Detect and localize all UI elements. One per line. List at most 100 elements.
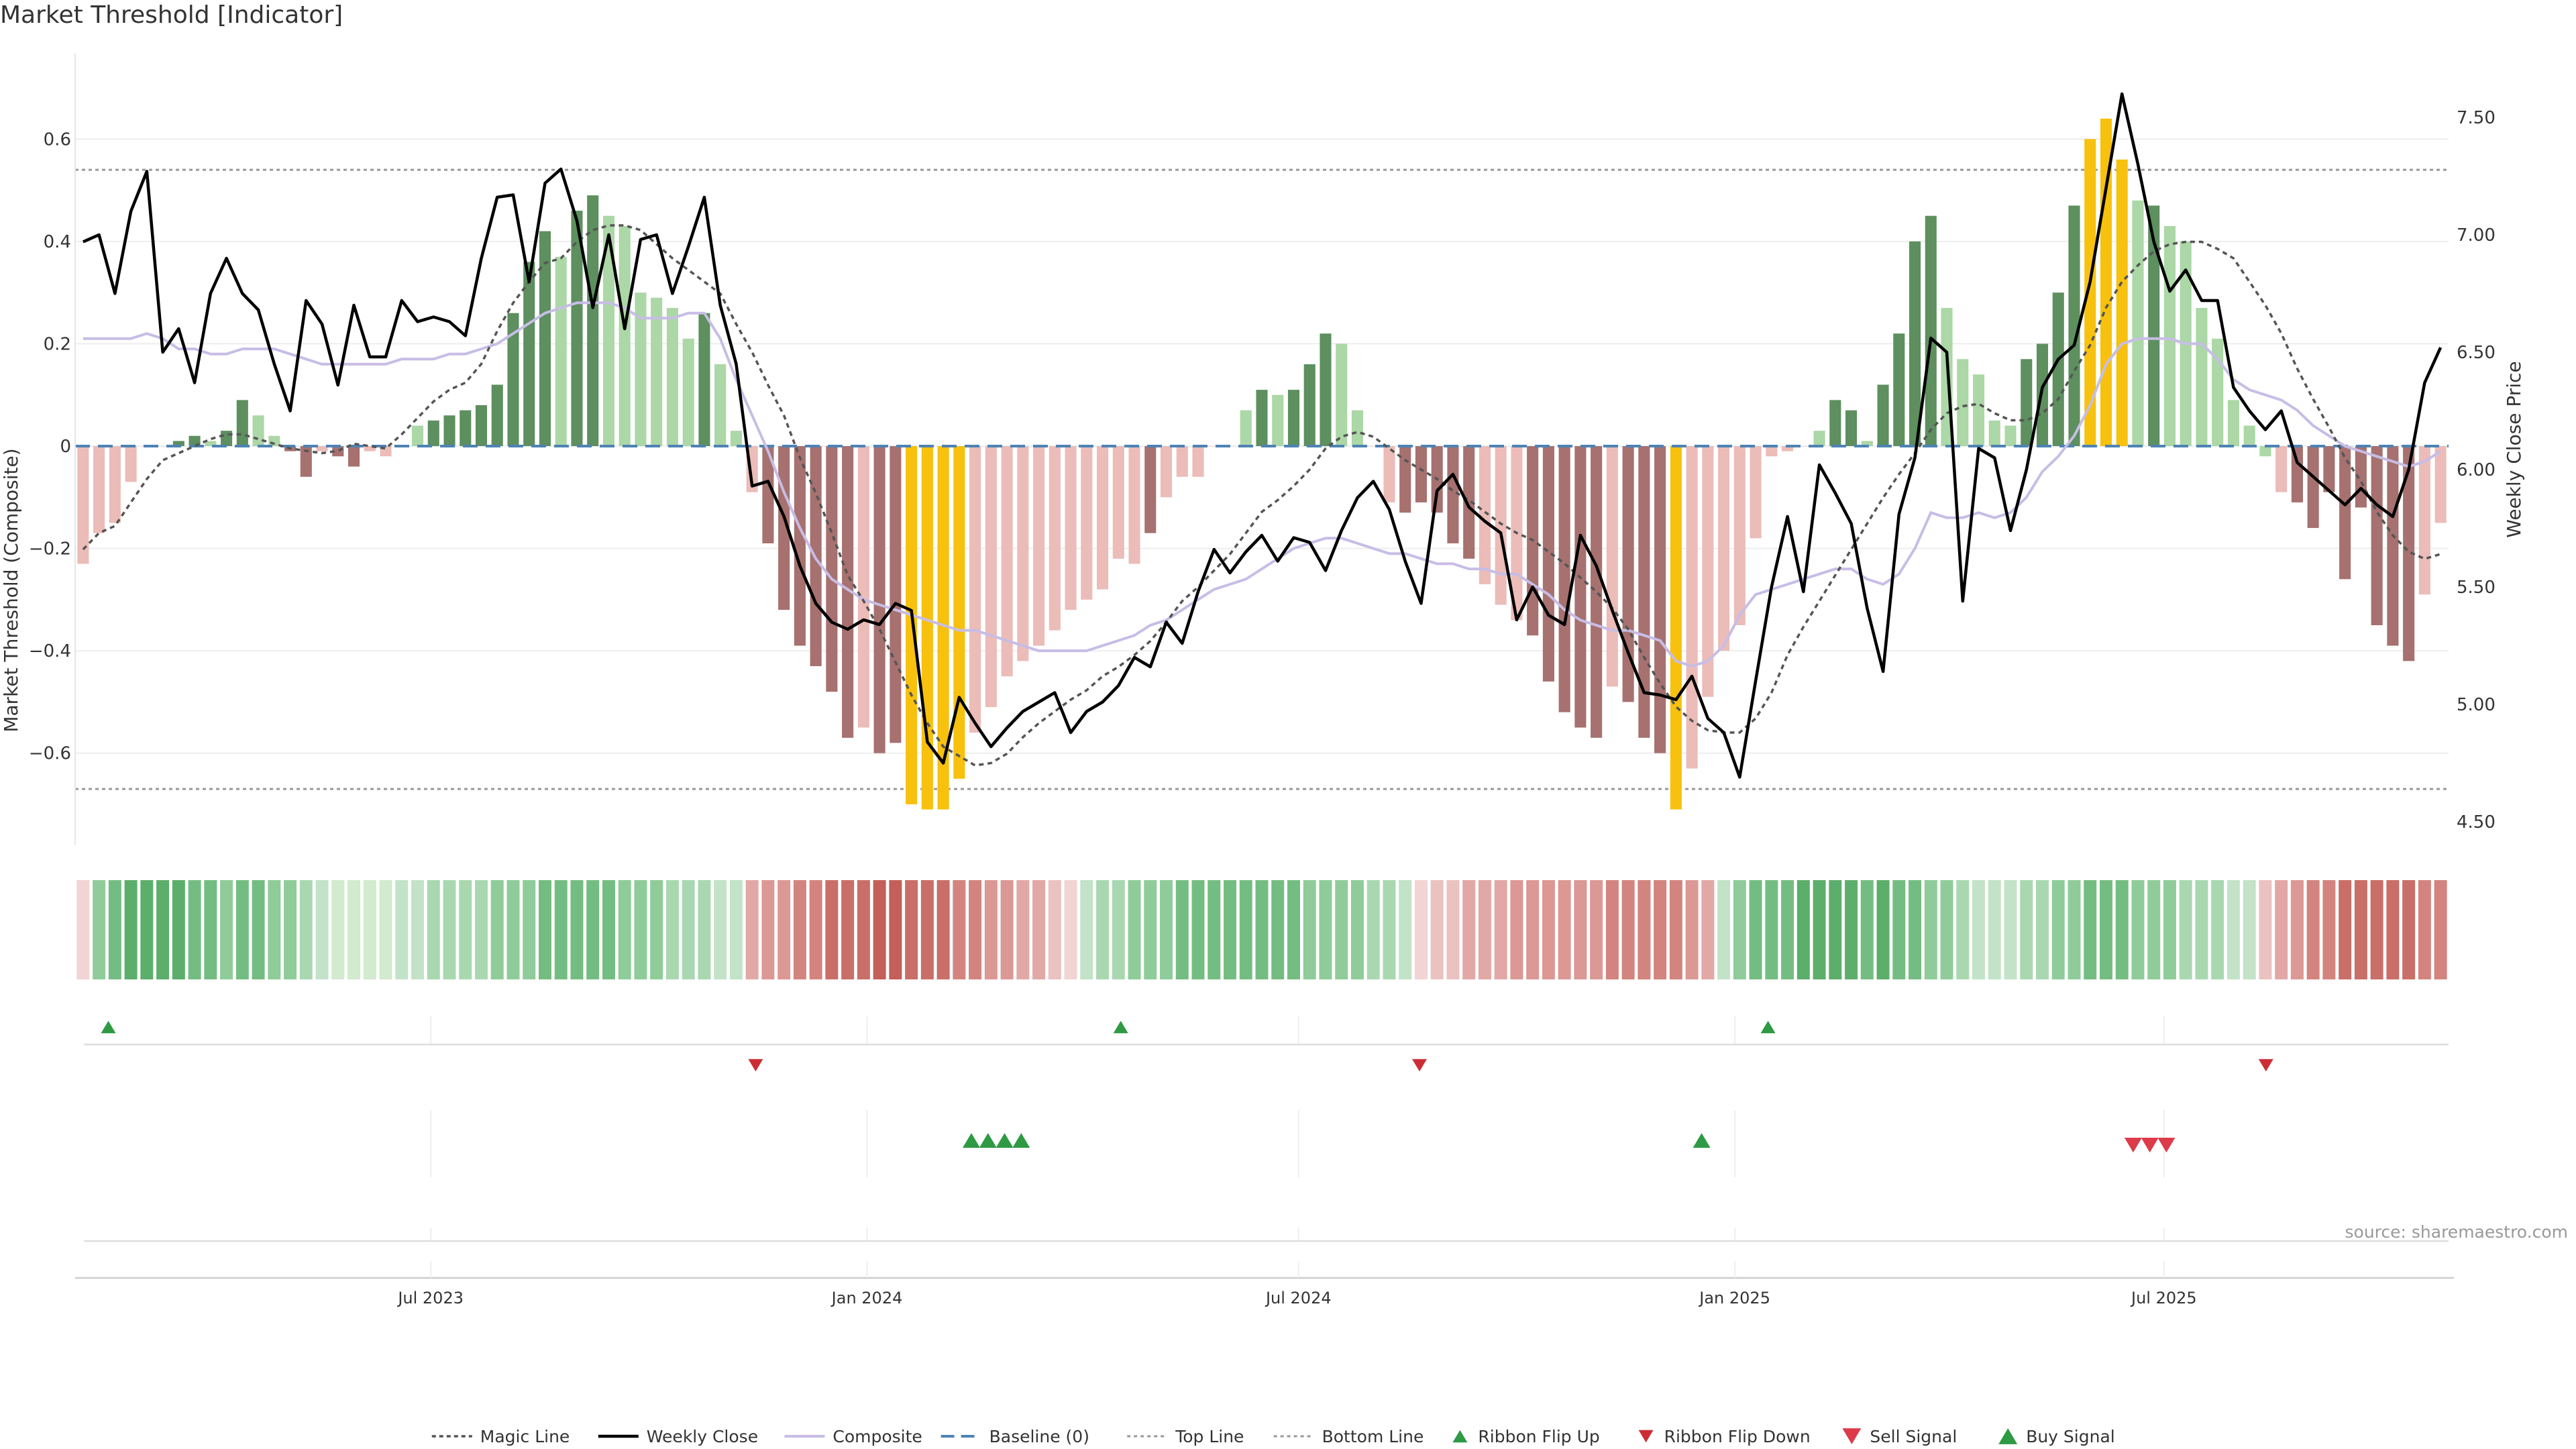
ribbon-cell xyxy=(411,880,425,979)
ribbon-strip xyxy=(76,880,2447,979)
ribbon-cell xyxy=(76,880,90,979)
ribbon-cell xyxy=(2434,880,2447,979)
x-tick-label: Jan 2025 xyxy=(1698,1289,1770,1307)
ribbon-cell xyxy=(873,880,886,979)
buy-signal-marker xyxy=(996,1133,1014,1148)
composite-bar xyxy=(1574,446,1587,728)
legend-item: Ribbon Flip Down xyxy=(1638,1427,1811,1446)
series-lines xyxy=(75,92,2449,779)
composite-bar xyxy=(1542,446,1554,682)
legend-label: Ribbon Flip Down xyxy=(1664,1427,1811,1446)
ribbon-cell xyxy=(936,880,950,979)
composite-bar xyxy=(1766,446,1778,457)
composite-bar xyxy=(555,256,567,446)
ribbon-cell xyxy=(1335,880,1348,979)
legend-item: Sell Signal xyxy=(1842,1427,1957,1446)
ribbon-cell xyxy=(1829,880,1842,979)
composite-bar xyxy=(205,441,217,446)
composite-bar xyxy=(1718,446,1730,651)
composite-bar xyxy=(189,435,201,446)
ribbon-cell xyxy=(2099,880,2112,979)
ribbon-cell xyxy=(1478,880,1491,979)
legend-label: Bottom Line xyxy=(1322,1427,1424,1446)
ribbon-cell xyxy=(252,880,265,979)
composite-bar xyxy=(2196,308,2208,446)
ribbon-cell xyxy=(1494,880,1507,979)
composite-bar xyxy=(2339,446,2351,580)
ribbon-cell xyxy=(108,880,121,979)
buy-signal-marker xyxy=(963,1133,980,1148)
ribbon-cell xyxy=(1399,880,1412,979)
ribbon-cell xyxy=(2306,880,2320,979)
ribbon-cell xyxy=(1414,880,1428,979)
composite-bar xyxy=(1733,446,1746,625)
buy-signal-marker xyxy=(1012,1133,1030,1148)
composite-bar xyxy=(507,313,519,446)
ribbon-cell xyxy=(1972,880,1986,979)
composite-bar xyxy=(300,446,312,477)
legend-item: Ribbon Flip Up xyxy=(1452,1427,1600,1446)
y2-tick-label: 6.00 xyxy=(2457,460,2496,480)
composite-bar xyxy=(172,441,184,446)
composite-bar xyxy=(2132,200,2144,446)
ribbon-cell xyxy=(857,880,870,979)
composite-bar xyxy=(1351,410,1364,446)
ribbon-cell xyxy=(1701,880,1715,979)
composite-bar xyxy=(698,313,710,446)
ribbon-cell xyxy=(714,880,727,979)
legend-item: Magic Line xyxy=(431,1427,570,1446)
composite-bar xyxy=(2163,225,2176,446)
ribbon-cell xyxy=(1909,880,1922,979)
ribbon-cell xyxy=(2115,880,2129,979)
ribbon-cell xyxy=(459,880,472,979)
ribbon-cell xyxy=(1605,880,1619,979)
composite-bar xyxy=(1925,215,1937,446)
composite-bar xyxy=(651,297,663,446)
composite-bar xyxy=(906,446,918,804)
ribbon-cell xyxy=(220,880,233,979)
composite-bar xyxy=(1336,343,1348,446)
composite-bar xyxy=(1033,446,1045,646)
composite-bar xyxy=(2212,338,2224,446)
ribbon-cell xyxy=(299,880,313,979)
ribbon-cell xyxy=(363,880,376,979)
source-note: source: sharemaestro.com xyxy=(2345,1222,2569,1242)
composite-bar xyxy=(1081,446,1093,600)
y-tick-label: −0.4 xyxy=(29,641,71,661)
composite-bar xyxy=(1988,420,2000,446)
legend-item: Baseline (0) xyxy=(941,1427,1089,1446)
ribbon-cell xyxy=(1208,880,1221,979)
y2-tick-label: 4.50 xyxy=(2457,812,2496,833)
composite-bar xyxy=(427,420,439,446)
composite-bar xyxy=(1813,431,1825,446)
ribbon-cell xyxy=(1781,880,1794,979)
ribbon-cell xyxy=(1255,880,1269,979)
composite-bar xyxy=(2259,446,2271,457)
composite-bar xyxy=(2227,400,2239,446)
ribbon-cell xyxy=(1000,880,1014,979)
composite-bar xyxy=(714,364,727,446)
ribbon-cell xyxy=(395,880,409,979)
composite-bar xyxy=(1017,446,1029,661)
ribbon-cell xyxy=(2322,880,2336,979)
ribbon-cell xyxy=(1765,880,1778,979)
ribbon-cell xyxy=(1191,880,1205,979)
composite-bar xyxy=(2021,359,2033,446)
composite-bar xyxy=(1893,333,1905,446)
composite-bar xyxy=(2323,446,2335,492)
composite-bar xyxy=(571,211,583,446)
ribbon-flip-down-marker xyxy=(2258,1059,2273,1072)
ribbon-flip-down-marker xyxy=(748,1059,763,1072)
ribbon-cell xyxy=(1144,880,1157,979)
ribbon-cell xyxy=(2147,880,2161,979)
composite-bar xyxy=(1383,446,1395,502)
composite-bar xyxy=(1128,446,1140,564)
composite-bar xyxy=(1591,446,1603,738)
ribbon-cell xyxy=(1319,880,1332,979)
composite-bar xyxy=(1160,446,1173,498)
ribbon-cell xyxy=(1064,880,1077,979)
composite-bar xyxy=(2307,446,2319,529)
ribbon-cell xyxy=(682,880,695,979)
ribbon-cell xyxy=(1558,880,1571,979)
